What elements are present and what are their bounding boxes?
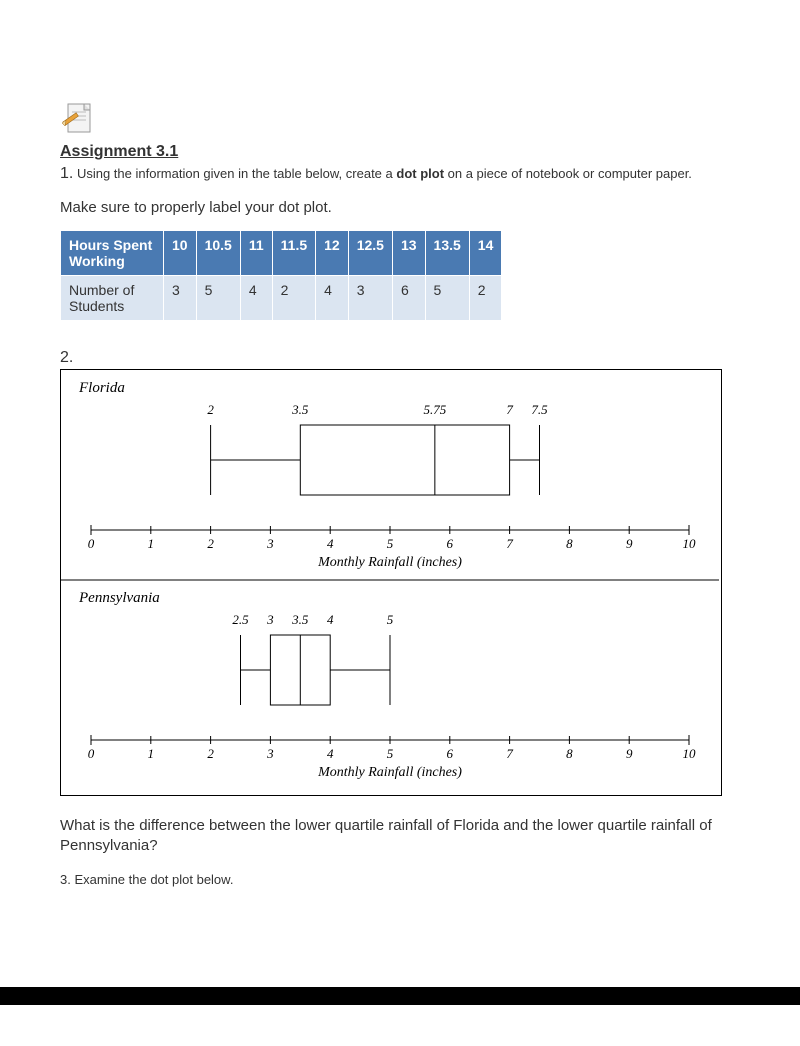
svg-text:8: 8	[566, 536, 573, 551]
table-header-row: Hours Spent Working 10 10.5 11 11.5 12 1…	[61, 230, 502, 275]
svg-text:3.5: 3.5	[291, 612, 309, 627]
svg-text:8: 8	[566, 746, 573, 761]
assignment-title: Assignment 3.1	[60, 143, 740, 161]
svg-text:Pennsylvania: Pennsylvania	[78, 590, 160, 606]
svg-text:6: 6	[447, 746, 454, 761]
boxplot-svg: Florida23.55.7577.5012345678910Monthly R…	[61, 370, 719, 790]
header-label: Hours Spent Working	[61, 230, 164, 275]
svg-text:5: 5	[387, 746, 394, 761]
data-cell: 2	[469, 275, 502, 320]
svg-text:3: 3	[266, 536, 274, 551]
svg-text:3: 3	[266, 746, 274, 761]
header-cell: 11.5	[272, 230, 315, 275]
svg-text:10: 10	[683, 536, 697, 551]
data-cell: 5	[196, 275, 240, 320]
header-cell: 12.5	[348, 230, 392, 275]
pencil-paper-icon	[60, 100, 96, 136]
data-cell: 5	[425, 275, 469, 320]
svg-text:3.5: 3.5	[291, 402, 309, 417]
svg-text:5: 5	[387, 612, 394, 627]
svg-text:2.5: 2.5	[232, 612, 249, 627]
svg-text:4: 4	[327, 612, 334, 627]
header-cell: 13	[392, 230, 425, 275]
header-cell: 10.5	[196, 230, 240, 275]
svg-text:0: 0	[88, 746, 95, 761]
q1-number: 1.	[60, 165, 73, 182]
data-cell: 3	[164, 275, 197, 320]
svg-text:4: 4	[327, 746, 334, 761]
svg-text:2: 2	[207, 402, 214, 417]
svg-text:4: 4	[327, 536, 334, 551]
svg-text:0: 0	[88, 536, 95, 551]
svg-text:10: 10	[683, 746, 697, 761]
boxplot-container: Florida23.55.7577.5012345678910Monthly R…	[60, 369, 722, 796]
svg-text:2: 2	[207, 746, 214, 761]
svg-text:Florida: Florida	[78, 380, 125, 396]
question-2-number: 2.	[60, 349, 740, 367]
svg-text:9: 9	[626, 746, 633, 761]
data-cell: 4	[316, 275, 349, 320]
assignment-icon	[60, 100, 740, 141]
svg-text:5.75: 5.75	[423, 402, 446, 417]
svg-text:Monthly Rainfall (inches): Monthly Rainfall (inches)	[317, 555, 462, 570]
q1-text-a: Using the information given in the table…	[73, 166, 396, 181]
svg-text:7: 7	[506, 536, 513, 551]
svg-text:7: 7	[506, 746, 513, 761]
row-label: Number of Students	[61, 275, 164, 320]
question-1: 1. Using the information given in the ta…	[60, 163, 740, 185]
header-cell: 12	[316, 230, 349, 275]
data-cell: 4	[240, 275, 272, 320]
question-2-text: What is the difference between the lower…	[60, 816, 740, 857]
data-table: Hours Spent Working 10 10.5 11 11.5 12 1…	[60, 230, 502, 321]
q1-text-b: on a piece of notebook or computer paper…	[444, 166, 692, 181]
footer-bar	[0, 987, 800, 1005]
svg-text:3: 3	[266, 612, 274, 627]
data-cell: 6	[392, 275, 425, 320]
label-note: Make sure to properly label your dot plo…	[60, 199, 740, 216]
svg-text:9: 9	[626, 536, 633, 551]
svg-text:1: 1	[148, 746, 155, 761]
q1-bold: dot plot	[396, 166, 444, 181]
header-cell: 13.5	[425, 230, 469, 275]
svg-text:1: 1	[148, 536, 155, 551]
svg-text:2: 2	[207, 536, 214, 551]
svg-text:Monthly Rainfall (inches): Monthly Rainfall (inches)	[317, 765, 462, 780]
header-cell: 10	[164, 230, 197, 275]
svg-text:6: 6	[447, 536, 454, 551]
header-cell: 11	[240, 230, 272, 275]
table-data-row: Number of Students 3 5 4 2 4 3 6 5 2	[61, 275, 502, 320]
svg-text:7.5: 7.5	[531, 402, 548, 417]
svg-text:5: 5	[387, 536, 394, 551]
worksheet-page: Assignment 3.1 1. Using the information …	[0, 0, 800, 927]
question-3: 3. Examine the dot plot below.	[60, 872, 740, 887]
data-cell: 3	[348, 275, 392, 320]
data-cell: 2	[272, 275, 315, 320]
svg-text:7: 7	[506, 402, 513, 417]
header-cell: 14	[469, 230, 502, 275]
